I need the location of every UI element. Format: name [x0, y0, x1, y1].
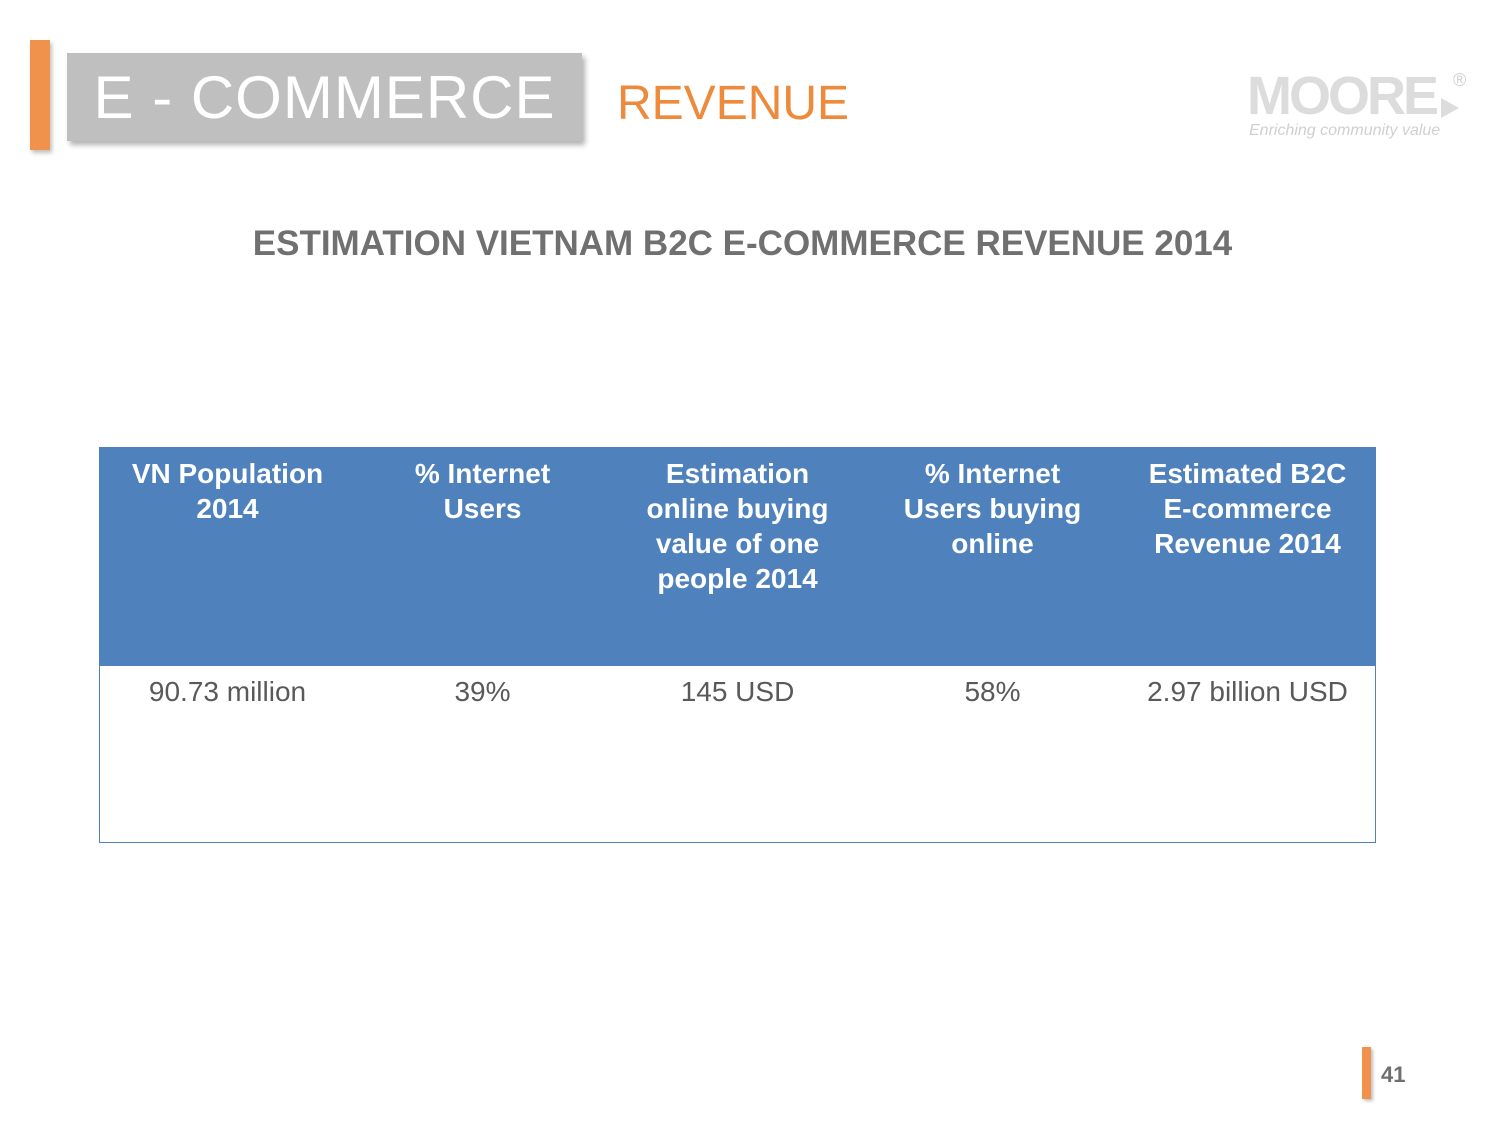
header-vn-population: VN Population 2014 — [131, 458, 324, 524]
cell-vn-population: 90.73 million — [148, 676, 307, 707]
cell-users-buying-online: 58% — [964, 676, 1021, 707]
moore-logo-mark: MOORE ® — [1247, 68, 1466, 126]
registered-mark: ® — [1453, 70, 1466, 90]
cell-estimated-revenue: 2.97 billion USD — [1147, 676, 1348, 707]
header-users-buying-online: % Internet Users buying online — [903, 458, 1082, 559]
page-subtitle: REVENUE — [617, 77, 850, 130]
cell-internet-users: 39% — [454, 676, 511, 707]
cell-buying-value: 145 USD — [680, 676, 795, 707]
table-header-row: VN Population 2014 % Internet Users Esti… — [100, 448, 1375, 666]
page-title: E - COMMERCE — [93, 63, 556, 131]
page-number-accent-bar — [1362, 1047, 1371, 1099]
header-internet-users: % Internet Users — [414, 458, 551, 524]
section-heading: ESTIMATION VIETNAM B2C E-COMMERCE REVENU… — [252, 224, 1233, 263]
revenue-table: VN Population 2014 % Internet Users Esti… — [99, 447, 1376, 843]
header-buying-value: Estimation online buying value of one pe… — [646, 458, 829, 594]
title-accent-bar — [30, 40, 50, 150]
title-box: E - COMMERCE — [67, 53, 582, 141]
header-estimated-revenue: Estimated B2C E-commerce Revenue 2014 — [1148, 458, 1347, 559]
moore-logo: MOORE ® Enriching community value — [1245, 68, 1475, 148]
logo-tagline: Enriching community value — [1249, 122, 1441, 139]
logo-arrow-icon — [1441, 98, 1459, 118]
logo-wordmark: MOORE — [1247, 68, 1437, 126]
page-number: 41 — [1381, 1062, 1406, 1087]
table-row: 90.73 million 39% 145 USD 58% 2.97 billi… — [100, 666, 1375, 842]
